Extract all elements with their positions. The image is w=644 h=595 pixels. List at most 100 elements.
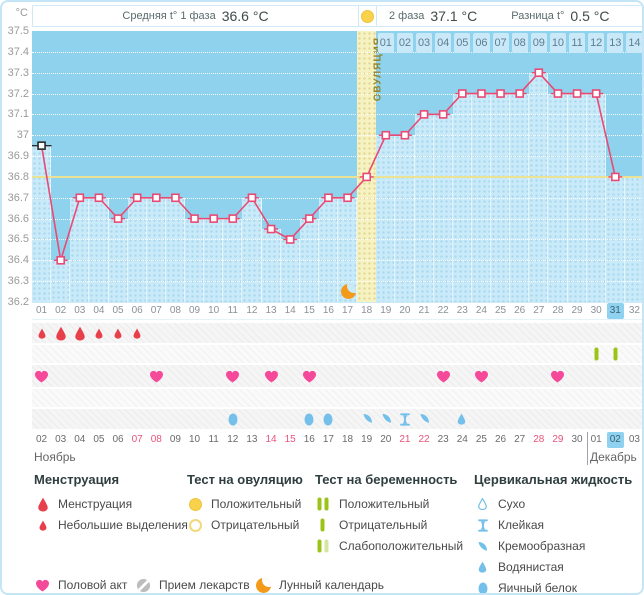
day-label[interactable]: 11 bbox=[227, 305, 238, 316]
day-label[interactable]: 27 bbox=[533, 305, 545, 316]
day-row-background bbox=[32, 302, 642, 320]
day-label[interactable]: 32 bbox=[628, 305, 640, 316]
date-label[interactable]: 14 bbox=[265, 434, 277, 445]
day-label[interactable]: 31 bbox=[606, 303, 624, 319]
date-label[interactable]: 12 bbox=[227, 434, 239, 445]
day-label[interactable]: 04 bbox=[93, 305, 105, 316]
heart-icon bbox=[436, 370, 451, 383]
gridline bbox=[32, 51, 642, 53]
dpo-cell: 11 bbox=[569, 33, 586, 53]
day-label[interactable]: 20 bbox=[399, 305, 411, 316]
day-label[interactable]: 30 bbox=[590, 305, 602, 316]
date-label[interactable]: 03 bbox=[628, 434, 640, 445]
date-label[interactable]: 23 bbox=[437, 434, 449, 445]
y-axis-tick-label: 37.5 bbox=[7, 25, 29, 37]
date-label[interactable]: 25 bbox=[475, 434, 487, 445]
date-label[interactable]: 26 bbox=[495, 434, 507, 445]
day-label[interactable]: 23 bbox=[456, 305, 468, 316]
menstruation-drop-icon bbox=[74, 326, 86, 341]
date-label[interactable]: 07 bbox=[131, 434, 143, 445]
date-label[interactable]: 11 bbox=[208, 434, 219, 445]
ovulation-header-cell bbox=[358, 6, 377, 26]
date-label[interactable]: 18 bbox=[342, 434, 354, 445]
drop-small-icon bbox=[34, 519, 51, 531]
day-label[interactable]: 28 bbox=[552, 305, 564, 316]
day-label[interactable]: 05 bbox=[112, 305, 124, 316]
day-label[interactable]: 26 bbox=[514, 305, 526, 316]
pregnancy-test-icon bbox=[613, 347, 620, 361]
y-axis-tick-label: 36.8 bbox=[7, 170, 29, 183]
preg-weak-icon bbox=[315, 539, 332, 553]
date-label[interactable]: 19 bbox=[361, 434, 373, 445]
date-label[interactable]: 10 bbox=[189, 434, 201, 445]
date-label[interactable]: 05 bbox=[93, 434, 105, 445]
day-label[interactable]: 24 bbox=[475, 305, 487, 316]
day-label[interactable]: 19 bbox=[380, 305, 392, 316]
day-label[interactable]: 14 bbox=[284, 305, 296, 316]
temperature-line[interactable] bbox=[31, 31, 642, 302]
phase2-label: 2 фаза bbox=[389, 10, 425, 22]
menstruation-drop-icon bbox=[38, 327, 46, 339]
day-label[interactable]: 15 bbox=[303, 305, 315, 316]
cervical-fluid-icon bbox=[400, 412, 410, 426]
day-label[interactable]: 12 bbox=[246, 305, 258, 316]
date-label[interactable]: 01 bbox=[590, 434, 602, 445]
date-label[interactable]: 22 bbox=[418, 434, 430, 445]
gridline bbox=[32, 239, 642, 241]
date-label[interactable]: 20 bbox=[380, 434, 392, 445]
dpo-cell: 03 bbox=[416, 33, 433, 53]
date-label[interactable]: 06 bbox=[112, 434, 124, 445]
day-column-fill bbox=[318, 197, 338, 302]
day-label[interactable]: 22 bbox=[437, 305, 449, 316]
day-label[interactable]: 21 bbox=[418, 305, 430, 316]
day-column-fill bbox=[529, 72, 549, 302]
day-column-fill bbox=[280, 239, 300, 302]
day-label[interactable]: 17 bbox=[342, 305, 354, 316]
day-label[interactable]: 08 bbox=[169, 305, 181, 316]
legend-item: Водянистая bbox=[474, 558, 564, 576]
day-label[interactable]: 07 bbox=[150, 305, 162, 316]
day-label[interactable]: 25 bbox=[495, 305, 507, 316]
date-label[interactable]: 30 bbox=[571, 434, 583, 445]
day-label[interactable]: 03 bbox=[74, 305, 86, 316]
menstruation-row bbox=[32, 323, 642, 343]
date-label[interactable]: 21 bbox=[399, 434, 411, 445]
day-label[interactable]: 01 bbox=[36, 305, 48, 316]
coverline bbox=[32, 175, 642, 178]
date-label[interactable]: 02 bbox=[606, 432, 624, 448]
date-label[interactable]: 17 bbox=[322, 434, 334, 445]
dpo-cell: 14 bbox=[626, 33, 642, 53]
day-label[interactable]: 18 bbox=[361, 305, 373, 316]
y-axis-tick-label: 36.2 bbox=[7, 296, 29, 308]
day-label[interactable]: 29 bbox=[571, 305, 583, 316]
lunar-calendar-marker bbox=[340, 284, 356, 299]
day-column-fill bbox=[261, 229, 281, 302]
date-label[interactable]: 04 bbox=[74, 434, 86, 445]
creamy-icon bbox=[474, 541, 491, 552]
moon-icon bbox=[340, 284, 356, 299]
date-label[interactable]: 08 bbox=[150, 434, 162, 445]
pill-icon bbox=[135, 577, 152, 593]
legend-item: Яичный белок bbox=[474, 579, 577, 593]
date-label[interactable]: 28 bbox=[533, 434, 545, 445]
day-label[interactable]: 13 bbox=[265, 305, 277, 316]
dpo-cell: 06 bbox=[473, 33, 490, 53]
day-label[interactable]: 16 bbox=[322, 305, 334, 316]
date-label[interactable]: 09 bbox=[169, 434, 181, 445]
date-label[interactable]: 24 bbox=[456, 434, 468, 445]
day-label[interactable]: 09 bbox=[189, 305, 201, 316]
date-label[interactable]: 27 bbox=[514, 434, 526, 445]
day-label[interactable]: 10 bbox=[208, 305, 220, 316]
date-label[interactable]: 15 bbox=[284, 434, 296, 445]
date-label[interactable]: 29 bbox=[552, 434, 564, 445]
day-label[interactable]: 06 bbox=[131, 305, 143, 316]
legend-item: Небольшие выделения bbox=[34, 516, 188, 534]
date-label[interactable]: 13 bbox=[246, 434, 258, 445]
date-label[interactable]: 02 bbox=[36, 434, 48, 445]
day-label[interactable]: 02 bbox=[55, 305, 67, 316]
date-label[interactable]: 03 bbox=[55, 434, 67, 445]
dpo-cell: 02 bbox=[396, 33, 413, 53]
date-label[interactable]: 16 bbox=[303, 434, 315, 445]
moon-icon bbox=[255, 577, 272, 593]
